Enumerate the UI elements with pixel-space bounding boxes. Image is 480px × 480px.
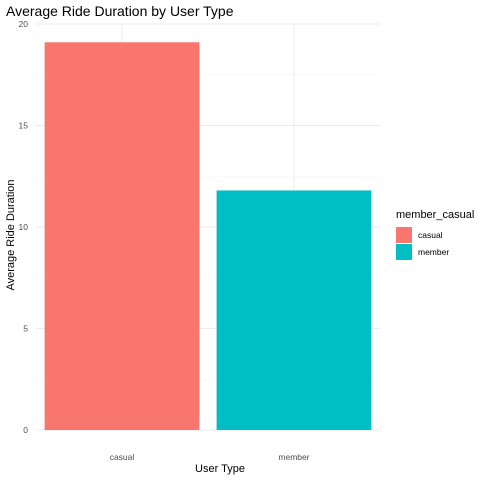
y-tick-label: 5 — [23, 324, 28, 334]
y-tick-label: 0 — [23, 425, 28, 435]
x-tick-label: casual — [110, 452, 135, 462]
bars — [44, 42, 372, 431]
legend-label-casual: casual — [418, 230, 443, 240]
y-axis-ticks: 0 5 10 15 20 — [19, 19, 29, 435]
legend-swatch-member — [396, 244, 412, 260]
bar-member — [216, 190, 372, 430]
bar-casual — [44, 42, 200, 431]
legend-swatch-casual — [396, 227, 412, 243]
chart-title: Average Ride Duration by User Type — [6, 3, 234, 19]
y-tick-label: 20 — [19, 19, 29, 29]
legend-items: casual member — [396, 227, 449, 260]
x-tick-label: member — [278, 452, 309, 462]
y-tick-label: 15 — [19, 121, 29, 131]
legend: member_casual casual member — [396, 209, 474, 260]
x-axis-ticks: casual member — [110, 452, 310, 462]
y-tick-label: 10 — [19, 222, 29, 232]
x-axis-title: User Type — [195, 463, 245, 475]
legend-label-member: member — [418, 247, 449, 257]
y-axis-title: Average Ride Duration — [5, 179, 17, 290]
legend-title: member_casual — [396, 209, 474, 221]
